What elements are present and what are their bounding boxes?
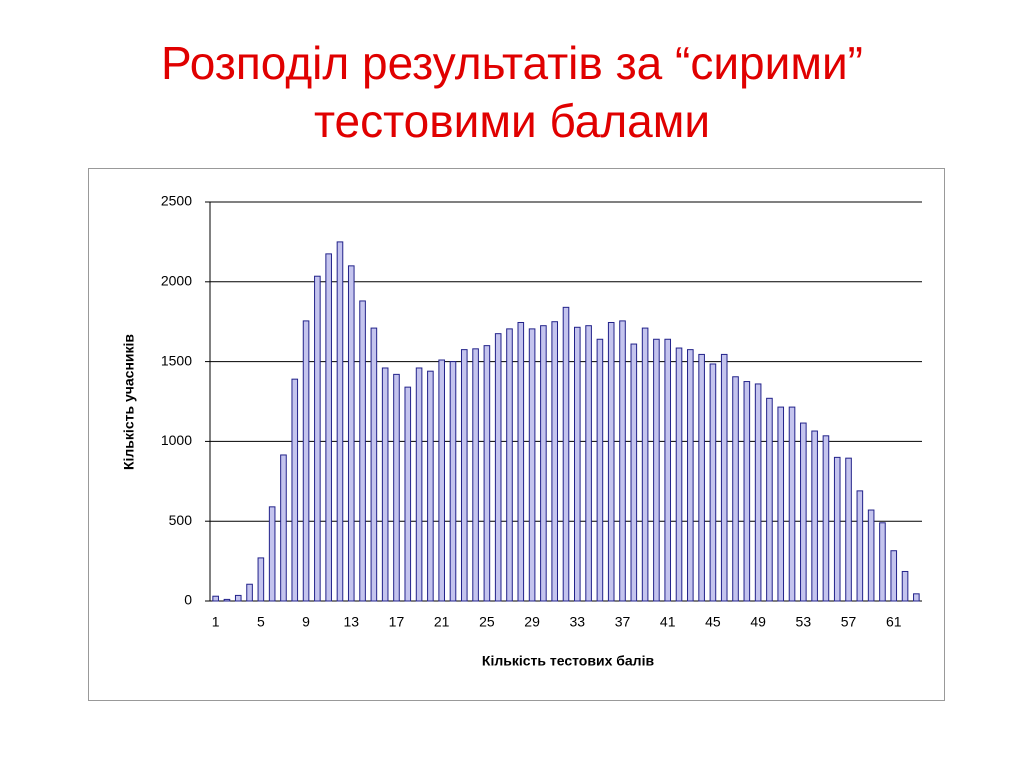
bar xyxy=(754,383,762,602)
bar xyxy=(359,300,366,602)
bar xyxy=(743,381,751,602)
bar xyxy=(483,345,491,602)
bar xyxy=(404,386,412,602)
y-tick-label: 500 xyxy=(169,512,193,528)
bar xyxy=(867,509,875,602)
bar xyxy=(336,241,344,602)
bar xyxy=(709,363,717,602)
bar xyxy=(732,376,739,602)
bar xyxy=(720,353,728,602)
bar xyxy=(528,328,536,602)
bar xyxy=(845,457,852,602)
bar xyxy=(506,328,513,602)
bar xyxy=(449,361,457,602)
x-tick-label: 1 xyxy=(212,614,220,630)
bar xyxy=(370,327,378,602)
bar xyxy=(268,506,276,602)
bar xyxy=(698,353,705,602)
bar xyxy=(280,454,287,602)
bar xyxy=(494,333,502,602)
bar xyxy=(619,320,626,602)
bar xyxy=(257,557,265,602)
x-tick-label: 49 xyxy=(750,614,766,630)
bar xyxy=(596,338,604,602)
bar xyxy=(314,275,321,602)
bar xyxy=(777,406,785,602)
bar xyxy=(687,349,694,602)
bar xyxy=(856,490,864,602)
x-tick-label: 53 xyxy=(796,614,812,630)
y-tick-label: 1500 xyxy=(161,352,192,368)
bar xyxy=(641,327,649,602)
x-axis-title: Кількість тестових балів xyxy=(482,653,655,669)
bar xyxy=(517,321,525,602)
bar xyxy=(427,370,434,602)
y-tick-label: 1000 xyxy=(161,432,192,448)
bar xyxy=(675,347,683,602)
bar xyxy=(472,348,479,602)
bar xyxy=(630,343,638,602)
bar xyxy=(913,593,920,602)
bar xyxy=(438,359,445,602)
bar xyxy=(325,253,332,602)
bar xyxy=(347,265,355,602)
x-tick-label: 5 xyxy=(257,614,265,630)
bar xyxy=(302,320,310,602)
bar xyxy=(607,321,615,602)
bar xyxy=(246,583,253,602)
bar xyxy=(788,406,796,602)
bar xyxy=(551,321,558,602)
bar xyxy=(833,456,841,602)
bar xyxy=(291,378,299,602)
bar xyxy=(901,570,909,602)
x-tick-label: 25 xyxy=(479,614,495,630)
x-tick-label: 9 xyxy=(302,614,310,630)
slide-title: Розподіл результатів за “сирими” тестови… xyxy=(161,37,863,147)
bar xyxy=(766,397,773,602)
x-tick-label: 33 xyxy=(570,614,586,630)
x-tick-label: 41 xyxy=(660,614,676,630)
x-tick-label: 21 xyxy=(434,614,450,630)
bar xyxy=(223,598,231,602)
bar xyxy=(585,325,592,602)
x-tick-label: 61 xyxy=(886,614,902,630)
bar xyxy=(800,422,807,602)
bar xyxy=(393,373,400,602)
bar xyxy=(381,367,389,602)
bar xyxy=(460,349,468,602)
bar xyxy=(879,522,886,602)
bar xyxy=(212,595,219,602)
bar xyxy=(574,326,581,602)
x-tick-label: 17 xyxy=(389,614,405,630)
bar xyxy=(234,594,242,602)
x-tick-label: 37 xyxy=(615,614,631,630)
bar xyxy=(664,338,672,602)
y-tick-label: 2000 xyxy=(161,273,192,289)
x-tick-label: 29 xyxy=(524,614,540,630)
y-tick-label: 0 xyxy=(184,592,192,608)
x-tick-label: 57 xyxy=(841,614,857,630)
bar xyxy=(562,306,570,602)
bar xyxy=(415,367,423,602)
x-tick-label: 45 xyxy=(705,614,721,630)
y-axis-title: Кількість учасників xyxy=(121,334,137,470)
bar xyxy=(653,338,660,602)
x-tick-label: 13 xyxy=(343,614,359,630)
chart-frame xyxy=(88,168,945,701)
bar xyxy=(890,550,898,602)
bar xyxy=(822,435,830,602)
y-tick-label: 2500 xyxy=(161,193,192,209)
bar xyxy=(540,325,547,602)
bar xyxy=(811,430,818,602)
